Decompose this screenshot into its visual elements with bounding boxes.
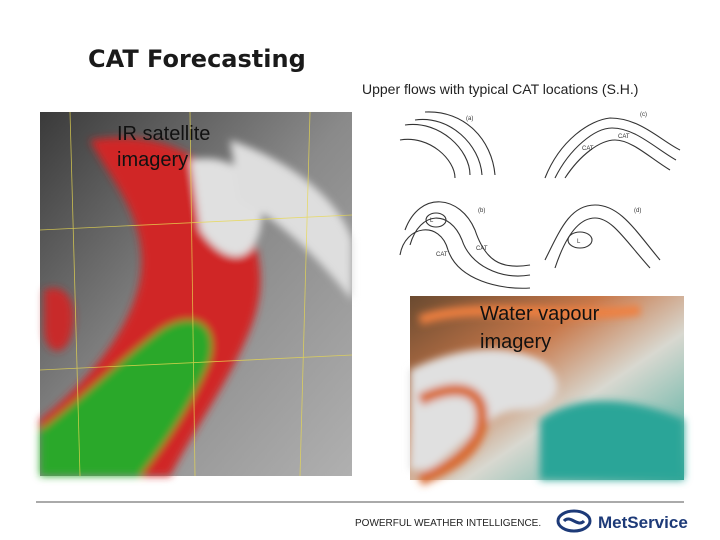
diagram-labels: (a) (c) CAT CAT (b) L CAT CAT (d) L: [430, 112, 647, 258]
panel-tag: (d): [634, 208, 641, 214]
panel-tag: (b): [478, 208, 485, 214]
wv-label: Water vapour: [480, 303, 600, 325]
ir-label: imagery: [117, 149, 188, 171]
diagram-label: CAT: [618, 134, 630, 140]
diagram-label: L: [577, 239, 581, 245]
wv-image: [410, 296, 684, 486]
ir-image: [39, 111, 353, 477]
diagram-label: CAT: [582, 146, 594, 152]
diagram-label: L: [430, 218, 434, 224]
panel-tag: (a): [466, 116, 473, 122]
ir-label: IR satellite: [117, 123, 210, 145]
diagram-label: CAT: [476, 246, 488, 252]
flow-diagram: [399, 111, 681, 289]
diagram-caption: Upper flows with typical CAT locations (…: [362, 81, 638, 97]
footer-tagline: POWERFUL WEATHER INTELLIGENCE.: [355, 518, 541, 529]
slide-title: CAT Forecasting: [88, 45, 306, 73]
diagram-label: CAT: [436, 252, 448, 258]
panel-tag: (c): [640, 112, 647, 118]
brand-name: MetService: [598, 513, 688, 532]
brand-logo: [556, 509, 592, 533]
wv-label: imagery: [480, 331, 551, 353]
